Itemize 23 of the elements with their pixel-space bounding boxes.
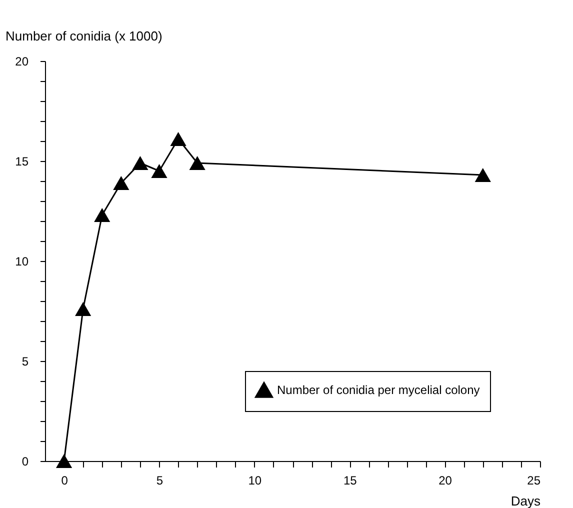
x-tick-label: 5 [156,474,164,488]
x-tick-label: 15 [343,474,358,488]
y-tick-label: 0 [22,454,29,468]
point [474,168,491,182]
y-tick-label: 10 [15,254,29,268]
point [132,156,148,170]
point [170,132,186,146]
x-tick-label: 20 [438,474,452,488]
y-axis-title: Number of conidia (x 1000) [6,28,162,44]
y-tick-label: 20 [15,54,29,68]
x-tick-label: 10 [248,474,262,488]
point [94,208,110,222]
point [56,454,72,468]
point [189,156,206,170]
x-tick-label: 25 [527,474,541,488]
x-tick-label: 0 [61,474,68,488]
y-tick-label: 15 [15,154,29,168]
point [151,164,168,178]
x-axis-title: Days [510,494,541,508]
y-tick-label: 5 [22,354,29,368]
point [75,302,92,316]
point [113,176,130,190]
legend-label: Number of conidia per mycelial colony [277,383,480,397]
